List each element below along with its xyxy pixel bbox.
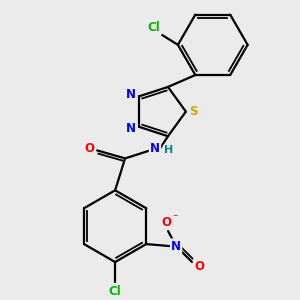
Text: O: O [194,260,204,272]
Text: N: N [150,142,160,155]
Text: N: N [171,240,181,253]
Text: N: N [126,88,136,101]
Text: ⁻: ⁻ [172,213,178,223]
Text: H: H [164,146,174,155]
Text: O: O [84,142,94,155]
Text: S: S [190,105,198,118]
Text: N: N [126,122,136,135]
Text: O: O [161,216,171,229]
Text: Cl: Cl [148,21,160,34]
Text: Cl: Cl [109,285,122,298]
